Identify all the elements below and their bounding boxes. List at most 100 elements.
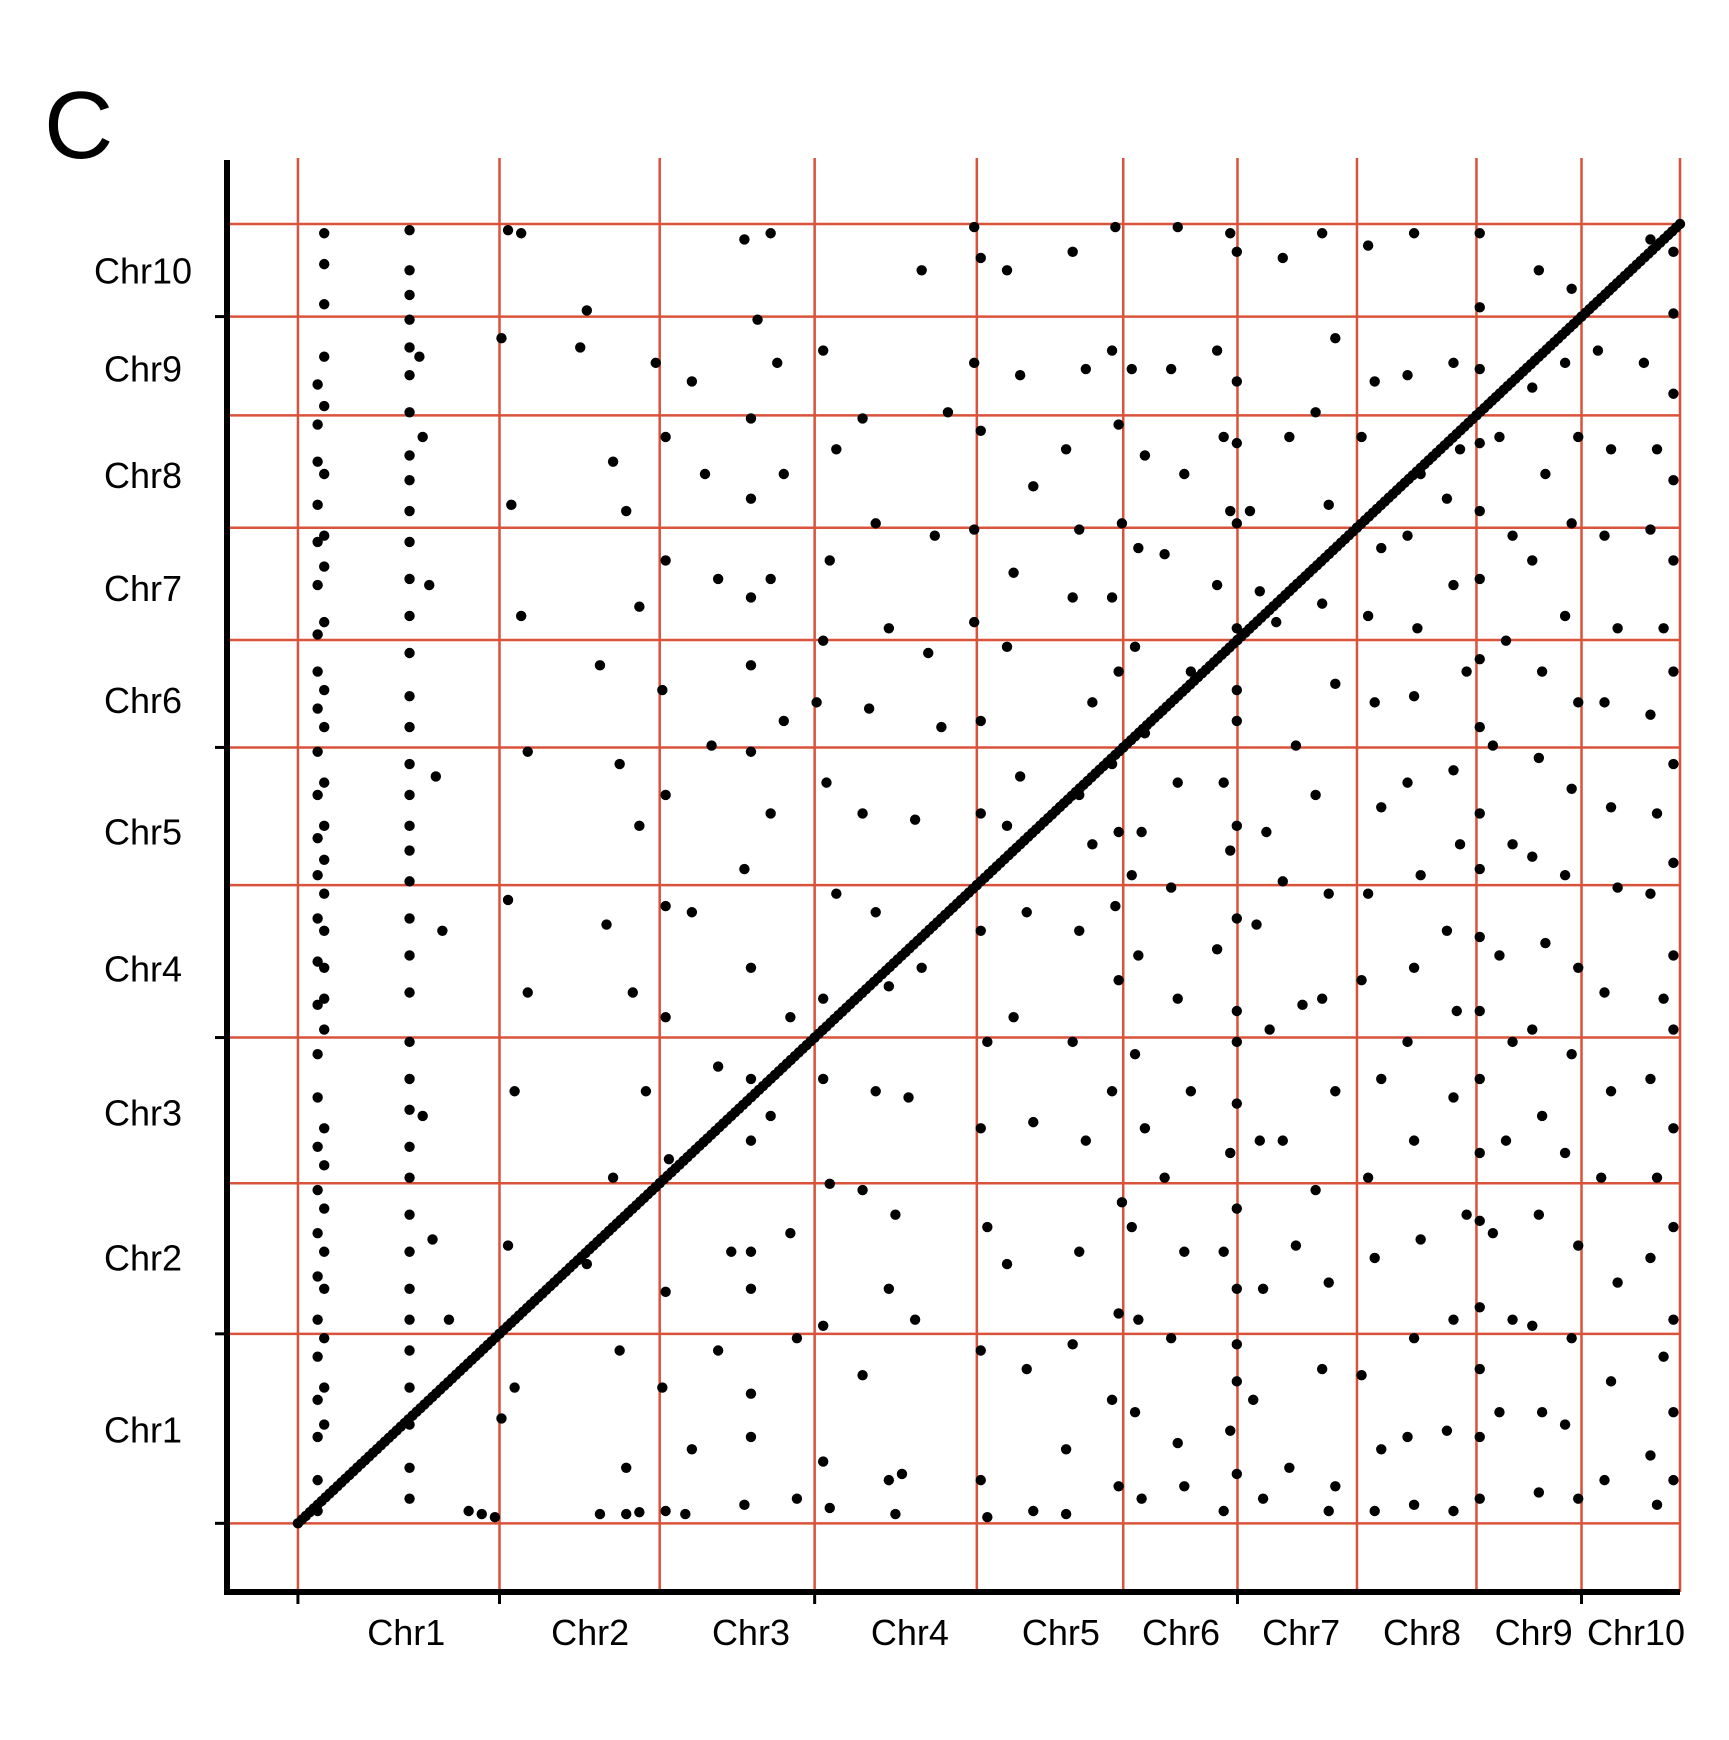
synteny-point (831, 444, 842, 455)
synteny-point (1408, 1135, 1420, 1146)
synteny-point (1451, 1005, 1462, 1017)
synteny-point (1244, 505, 1256, 517)
synteny-point (404, 1172, 415, 1183)
synteny-point (778, 468, 789, 480)
synteny-point (1474, 1215, 1485, 1227)
synteny-point (404, 1141, 415, 1153)
synteny-point (1415, 468, 1426, 480)
synteny-point (1605, 444, 1617, 455)
synteny-point (1231, 1203, 1243, 1214)
synteny-point (1165, 882, 1177, 893)
synteny-point (1533, 1209, 1545, 1220)
synteny-point (896, 1468, 908, 1480)
synteny-point (312, 629, 323, 640)
synteny-point (424, 579, 435, 591)
synteny-point (745, 1135, 757, 1146)
synteny-point (1461, 1209, 1472, 1220)
synteny-point (430, 771, 442, 782)
synteny-point (1231, 1098, 1243, 1109)
synteny-point (1179, 1481, 1190, 1492)
synteny-point (404, 876, 415, 887)
synteny-point (1113, 419, 1124, 430)
synteny-point (1668, 1024, 1679, 1035)
synteny-point (909, 1314, 921, 1325)
synteny-point (319, 1203, 330, 1214)
synteny-point (1113, 826, 1124, 838)
synteny-point (319, 561, 330, 572)
x-tick-label-chr2: Chr2 (551, 1612, 629, 1653)
synteny-point (312, 1049, 323, 1060)
synteny-point (319, 351, 330, 362)
synteny-point (404, 536, 415, 548)
synteny-point (1605, 1376, 1617, 1387)
synteny-point (1001, 265, 1013, 276)
synteny-point (1474, 721, 1485, 733)
synteny-point (1402, 530, 1413, 541)
synteny-point (1231, 437, 1243, 449)
synteny-point (870, 907, 881, 918)
synteny-point (1136, 826, 1147, 838)
synteny-point (824, 555, 835, 566)
synteny-point (1087, 697, 1098, 708)
synteny-point (824, 1502, 835, 1514)
synteny-point (1566, 518, 1577, 529)
synteny-point (312, 456, 323, 467)
synteny-point (1165, 1332, 1177, 1344)
synteny-point (1487, 740, 1499, 751)
synteny-point (621, 505, 632, 517)
synteny-point (1474, 1147, 1485, 1159)
synteny-point (319, 1160, 330, 1171)
synteny-point (1277, 252, 1288, 264)
synteny-point (312, 1505, 323, 1517)
synteny-point (627, 987, 638, 998)
synteny-point (1448, 1505, 1459, 1517)
synteny-point (575, 342, 586, 353)
synteny-point (1231, 246, 1243, 257)
synteny-point (739, 863, 750, 875)
synteny-point (1573, 697, 1584, 708)
synteny-point (404, 1419, 415, 1430)
synteny-point (607, 456, 619, 467)
synteny-point (1527, 555, 1538, 566)
synteny-point (1573, 962, 1584, 974)
synteny-point (1573, 1240, 1584, 1251)
synteny-point (312, 1394, 323, 1406)
synteny-point (1231, 1036, 1243, 1048)
synteny-point (1225, 505, 1236, 517)
synteny-point (404, 820, 415, 832)
y-tick-label-chr10: Chr10 (94, 251, 192, 292)
synteny-point (1474, 653, 1485, 665)
synteny-point (312, 419, 323, 430)
synteny-point (1651, 444, 1663, 455)
synteny-point (916, 962, 927, 974)
x-tick-label-chr1: Chr1 (367, 1612, 445, 1653)
synteny-point (1080, 363, 1092, 375)
synteny-point (1254, 586, 1266, 597)
synteny-point (975, 715, 986, 727)
synteny-point (1454, 839, 1466, 850)
x-tick-label-chr4: Chr4 (871, 1612, 949, 1653)
synteny-point (811, 697, 822, 708)
synteny-point (1408, 1332, 1420, 1344)
synteny-point (1494, 1407, 1505, 1418)
synteny-point (594, 660, 606, 671)
synteny-point (1592, 345, 1604, 356)
synteny-point (1185, 666, 1197, 677)
synteny-point (1369, 376, 1380, 387)
synteny-point (634, 820, 645, 832)
synteny-point (1231, 1376, 1243, 1387)
synteny-point (496, 332, 507, 344)
synteny-point (686, 376, 698, 387)
synteny-point (923, 647, 934, 659)
synteny-point (404, 1209, 415, 1220)
synteny-point (1527, 382, 1538, 393)
synteny-point (1415, 1234, 1426, 1245)
synteny-point (1074, 524, 1085, 535)
synteny-point (417, 431, 428, 443)
synteny-point (1668, 388, 1679, 399)
synteny-point (1638, 357, 1650, 369)
synteny-point (1559, 1419, 1571, 1430)
synteny-point (660, 431, 671, 443)
synteny-point (404, 289, 415, 301)
synteny-point (1599, 530, 1610, 541)
